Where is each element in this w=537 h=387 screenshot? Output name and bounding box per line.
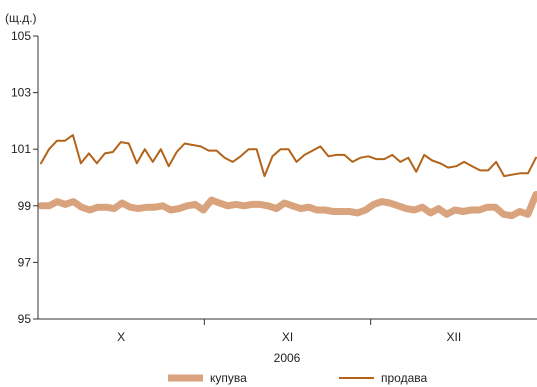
y-axis: 95 97 99 101 103 105 bbox=[11, 29, 38, 326]
x-tick-label: XI bbox=[282, 330, 293, 344]
y-tick-label: 99 bbox=[18, 199, 32, 213]
y-tick-label: 105 bbox=[11, 29, 31, 43]
year-label: 2006 bbox=[274, 351, 301, 365]
legend-label: продава bbox=[381, 371, 427, 385]
series-line-kupuva bbox=[37, 191, 537, 220]
y-tick-label: 95 bbox=[18, 312, 32, 326]
y-tick-label: 101 bbox=[11, 142, 31, 156]
legend-label: купува bbox=[210, 371, 247, 385]
x-tick-label: XII bbox=[446, 330, 461, 344]
y-tick-label: 97 bbox=[18, 255, 32, 269]
series-line-prodava bbox=[40, 134, 537, 178]
y-unit-label: (щ.д.) bbox=[5, 11, 37, 25]
x-tick-label: X bbox=[117, 330, 125, 344]
plot-area bbox=[37, 134, 537, 220]
legend: купува продава bbox=[168, 371, 427, 385]
x-axis: X XI XII bbox=[117, 319, 461, 344]
y-tick-label: 103 bbox=[11, 86, 31, 100]
